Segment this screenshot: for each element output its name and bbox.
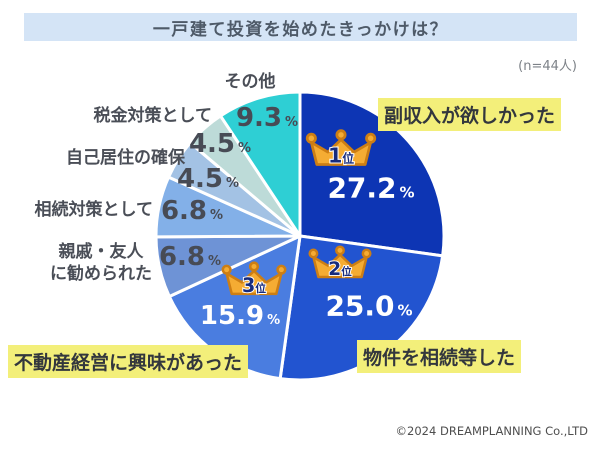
slice-label-side-income: 副収入が欲しかった bbox=[378, 98, 562, 131]
percent-label-inherited-property: 25.0% bbox=[325, 289, 413, 323]
slice-label-recommended-line2: に勧められた bbox=[50, 264, 152, 285]
rank-3-crown-icon: 3位 bbox=[221, 261, 287, 298]
percent-label-own-residence: 4.5% bbox=[176, 164, 240, 194]
slice-label-inherited-property: 物件を相続等した bbox=[357, 340, 522, 373]
rank-1-label: 1位 bbox=[328, 143, 354, 167]
percent-label-interest-real-estate: 15.9% bbox=[199, 301, 281, 331]
percent-label-recommended: 6.8% bbox=[158, 242, 222, 272]
percent-label-inheritance-planning: 6.8% bbox=[160, 196, 224, 226]
title-banner: 一戸建て投資を始めたきっかけは？ bbox=[24, 13, 577, 41]
slice-label-interest-real-estate: 不動産経営に興味があった bbox=[8, 345, 249, 378]
rank-3-label: 3位 bbox=[242, 274, 266, 297]
page-title: 一戸建て投資を始めたきっかけは？ bbox=[152, 19, 449, 40]
slice-label-recommended: 親戚・友人 に勧められた bbox=[50, 241, 152, 285]
slice-label-inheritance-planning: 相続対策として bbox=[34, 200, 154, 220]
slice-label-other: その他 bbox=[224, 72, 276, 92]
slice-label-recommended-line1: 親戚・友人 bbox=[58, 242, 144, 262]
percent-label-side-income: 27.2% bbox=[327, 171, 415, 205]
sample-size-note: (n=44人) bbox=[518, 59, 577, 74]
slice-label-tax: 税金対策として bbox=[93, 106, 213, 126]
rank-1-crown-icon: 1位 bbox=[305, 129, 377, 168]
slice-label-own-residence: 自己居住の確保 bbox=[66, 148, 185, 168]
footer-copyright: ©2024 DREAMPLANNING Co.,LTD bbox=[395, 424, 588, 438]
percent-label-other: 9.3% bbox=[235, 103, 299, 133]
rank-2-label: 2位 bbox=[328, 259, 352, 280]
pie-slice-7 bbox=[219, 90, 302, 238]
percent-label-tax: 4.5% bbox=[188, 129, 252, 159]
rank-2-crown-icon: 2位 bbox=[308, 245, 372, 281]
